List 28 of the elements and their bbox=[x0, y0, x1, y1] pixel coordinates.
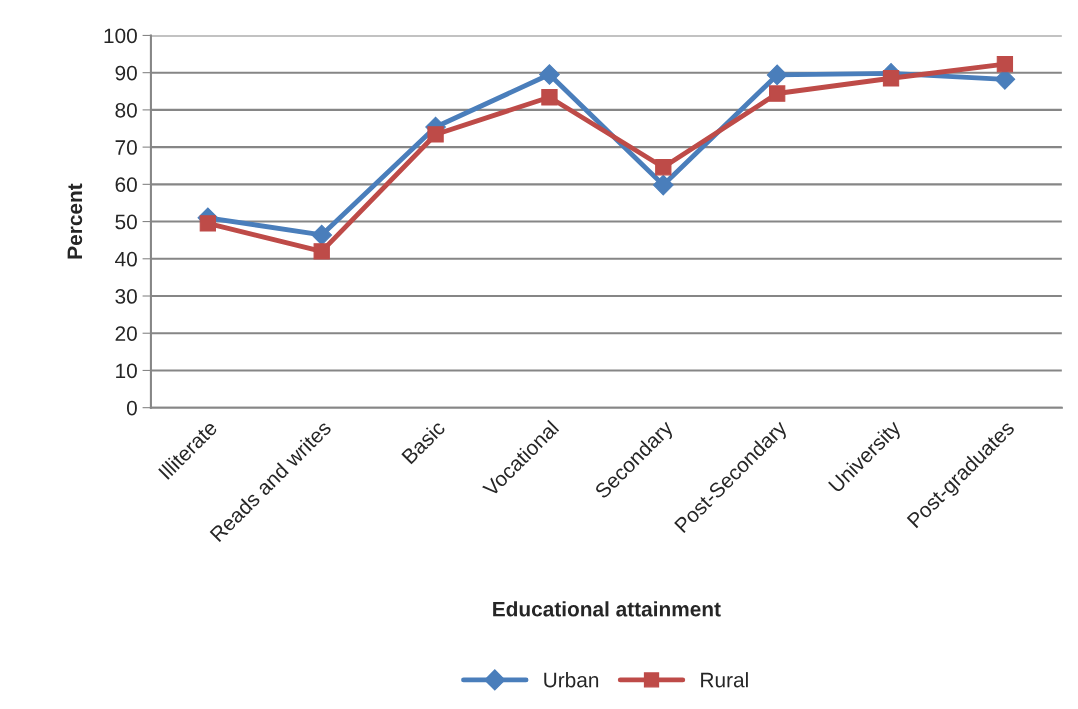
point bbox=[769, 85, 786, 102]
legend-label: Rural bbox=[701, 672, 748, 688]
point bbox=[766, 64, 788, 86]
y-tick-label: 60 bbox=[115, 177, 137, 193]
y-tick-label: 10 bbox=[116, 363, 137, 379]
point bbox=[539, 64, 560, 85]
x-axis-title: Educational attainment bbox=[493, 601, 721, 617]
y-tick-label: 40 bbox=[115, 251, 137, 267]
point bbox=[994, 69, 1016, 90]
legend-label: Urban bbox=[544, 672, 599, 688]
y-tick-label: 100 bbox=[104, 28, 137, 44]
point bbox=[996, 55, 1014, 73]
y-tick-label: 50 bbox=[115, 214, 137, 230]
point bbox=[427, 126, 444, 143]
y-tick-label: 20 bbox=[115, 326, 137, 341]
point bbox=[199, 215, 217, 232]
y-axis-title: Percent bbox=[67, 183, 83, 259]
y-tick-label: 0 bbox=[126, 400, 137, 416]
point bbox=[313, 243, 330, 260]
point bbox=[311, 224, 333, 246]
point bbox=[655, 159, 672, 176]
y-tick-label: 80 bbox=[115, 102, 137, 118]
point bbox=[652, 174, 674, 196]
y-tick-label: 30 bbox=[115, 289, 137, 304]
y-tick-label: 90 bbox=[115, 65, 137, 81]
point bbox=[541, 89, 558, 106]
y-tick-label: 70 bbox=[115, 140, 137, 155]
point bbox=[882, 70, 900, 87]
